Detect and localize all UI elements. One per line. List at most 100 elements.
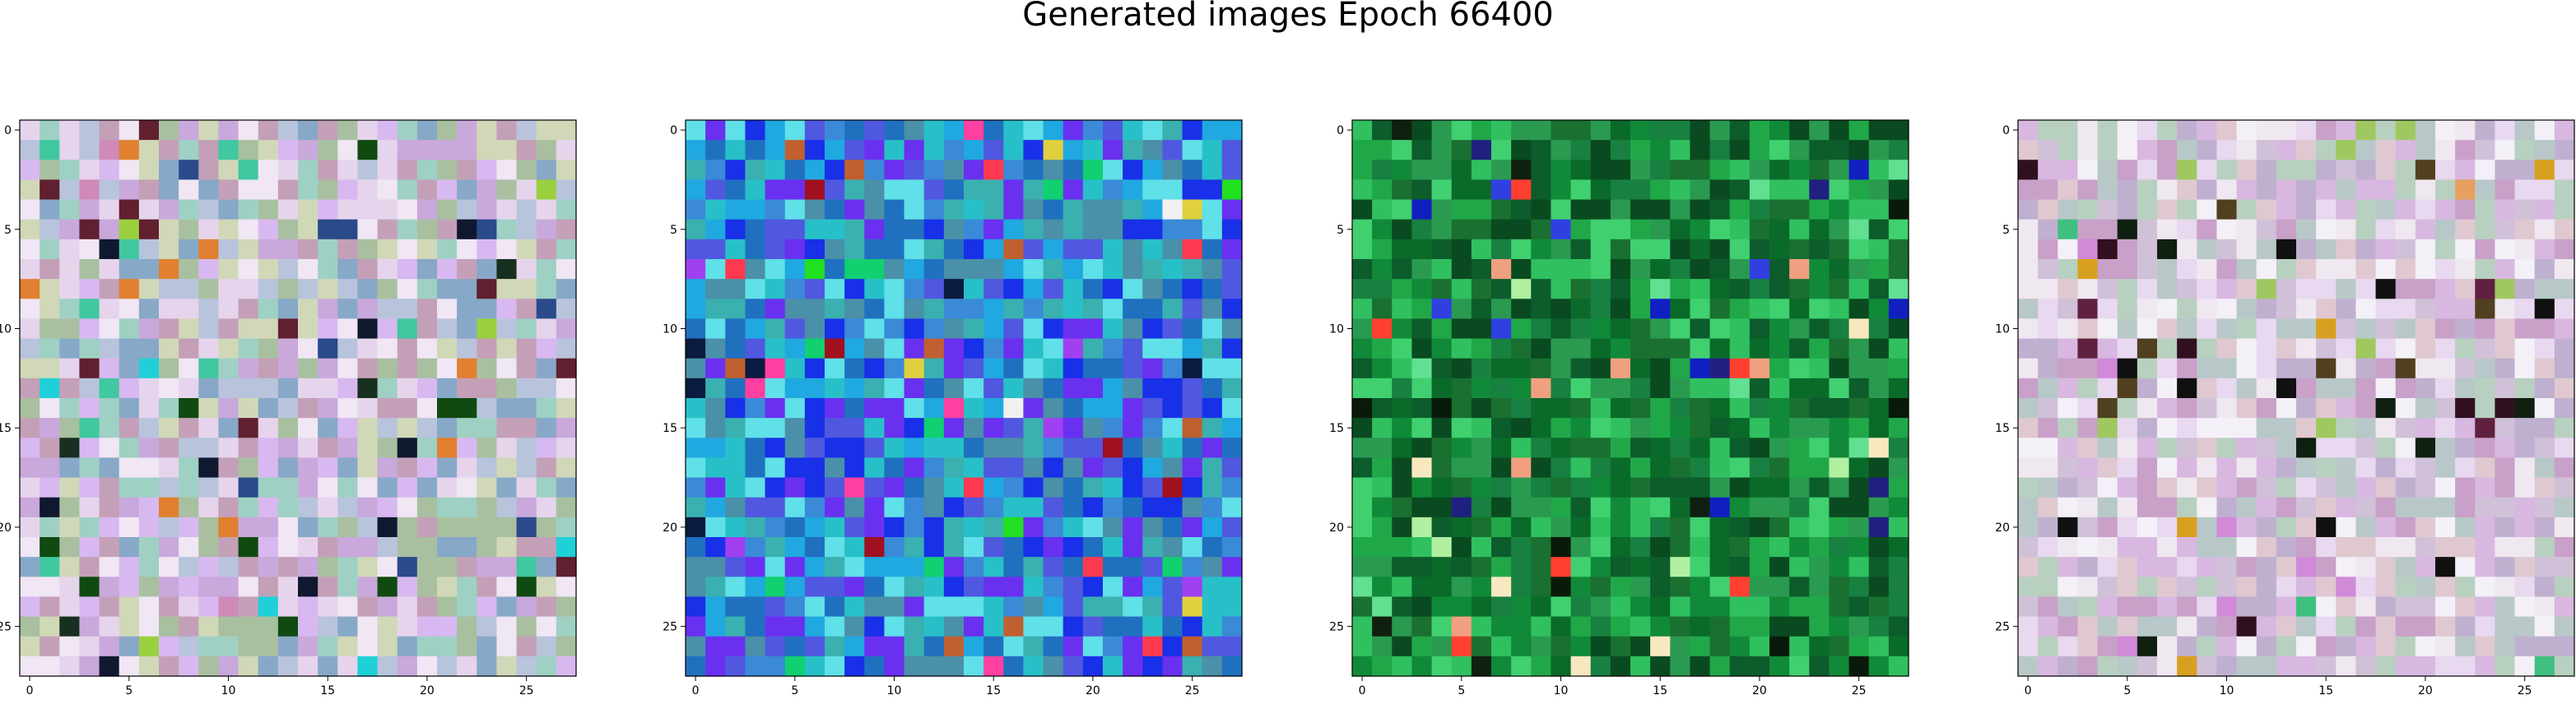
pixel-cell [556, 378, 577, 399]
pixel-cell [2157, 557, 2178, 577]
pixel-cell [2375, 378, 2397, 399]
pixel-cell [357, 299, 379, 320]
pixel-cell [1431, 497, 1453, 518]
pixel-cell [277, 378, 299, 399]
pixel-cell [2097, 199, 2118, 220]
pixel-cell [2216, 219, 2238, 240]
pixel-cell [923, 199, 945, 220]
pixel-cell [2117, 338, 2138, 359]
pixel-cell [477, 517, 498, 538]
pixel-cell [1162, 418, 1183, 438]
pixel-cell [1650, 656, 1671, 677]
pixel-cell [238, 537, 259, 558]
pixel-cell [2018, 160, 2039, 181]
pixel-cell [238, 179, 259, 201]
pixel-cell [298, 199, 319, 220]
pixel-cell [179, 199, 199, 220]
pixel-cell [2296, 219, 2317, 240]
pixel-cell [1630, 279, 1651, 299]
pixel-cell [457, 358, 477, 379]
pixel-cell [2554, 438, 2575, 459]
pixel-cell [686, 616, 706, 637]
pixel-cell [1888, 477, 1909, 498]
pixel-cell [298, 120, 319, 141]
pixel-cell [864, 636, 886, 657]
pixel-cell [159, 318, 179, 340]
pixel-cell [1829, 120, 1850, 141]
y-tick-label: 25 [1995, 621, 2010, 634]
pixel-cell [1103, 438, 1123, 459]
pixel-cell [1531, 497, 1552, 518]
pixel-cell [457, 438, 477, 459]
pixel-cell [1630, 636, 1651, 657]
pixel-cell [1650, 120, 1671, 141]
pixel-cell [1392, 616, 1413, 637]
pixel-cell [765, 596, 786, 618]
pixel-cell [2514, 160, 2536, 181]
pixel-cell [1551, 279, 1572, 299]
pixel-cell [1372, 219, 1393, 240]
pixel-cell [1123, 318, 1143, 340]
pixel-cell [1769, 140, 1790, 160]
pixel-cell [2038, 299, 2058, 320]
pixel-cell [1162, 318, 1183, 340]
pixel-cell [1123, 616, 1143, 637]
pixel-cell [1451, 259, 1472, 280]
pixel-cell [705, 636, 726, 657]
pixel-cell [765, 497, 786, 518]
pixel-cell [40, 418, 60, 438]
pixel-cell [2157, 120, 2178, 141]
pixel-cell [477, 656, 498, 677]
pixel-cell [765, 179, 786, 201]
image-panel-1: 0 5 10 15 20 25 0 5 10 15 20 25 [0, 119, 577, 697]
pixel-cell [705, 219, 726, 240]
pixel-cell [705, 199, 726, 220]
pixel-cell [1709, 457, 1731, 479]
pixel-cell [2336, 378, 2357, 399]
pixel-cell [357, 338, 379, 359]
pixel-cell [943, 596, 965, 618]
pixel-cell [238, 140, 259, 160]
pixel-cell [1610, 557, 1631, 577]
pixel-cell [2157, 358, 2178, 379]
pixel-cell [496, 438, 518, 459]
pixel-cell [1868, 537, 1890, 558]
y-tick-label: 0 [2002, 124, 2010, 137]
pixel-cell [1062, 259, 1084, 280]
pixel-cell [2276, 219, 2297, 240]
pixel-cell [1749, 239, 1770, 260]
pixel-cell [556, 199, 577, 220]
pixel-cell [2077, 179, 2099, 201]
pixel-cell [477, 438, 498, 459]
pixel-cell [179, 577, 199, 598]
pixel-cell [1551, 577, 1572, 598]
pixel-cell [318, 299, 338, 320]
pixel-cell [516, 457, 537, 479]
pixel-cell [20, 378, 40, 399]
pixel-cell [298, 318, 319, 340]
pixel-cell [844, 358, 865, 379]
pixel-cell [1451, 219, 1472, 240]
pixel-cell [138, 418, 160, 438]
pixel-cell [1551, 398, 1572, 419]
pixel-cell [1769, 438, 1790, 459]
pixel-grid [1352, 120, 1909, 677]
pixel-cell [1043, 239, 1064, 260]
pixel-cell [2137, 656, 2158, 677]
pixel-cell [477, 557, 498, 577]
pixel-cell [218, 418, 239, 438]
pixel-cell [377, 577, 398, 598]
pixel-cell [1352, 517, 1373, 538]
pixel-cell [2177, 160, 2197, 181]
pixel-cell [1123, 239, 1143, 260]
pixel-cell [1789, 537, 1810, 558]
pixel-cell [725, 537, 746, 558]
pixel-cell [1162, 497, 1183, 518]
pixel-cell [1709, 120, 1731, 141]
pixel-cell [2077, 239, 2099, 260]
pixel-cell [1789, 477, 1810, 498]
pixel-cell [1769, 636, 1790, 657]
pixel-cell [1082, 398, 1104, 419]
pixel-cell [1182, 378, 1203, 399]
x-tick-label: 15 [320, 684, 335, 697]
